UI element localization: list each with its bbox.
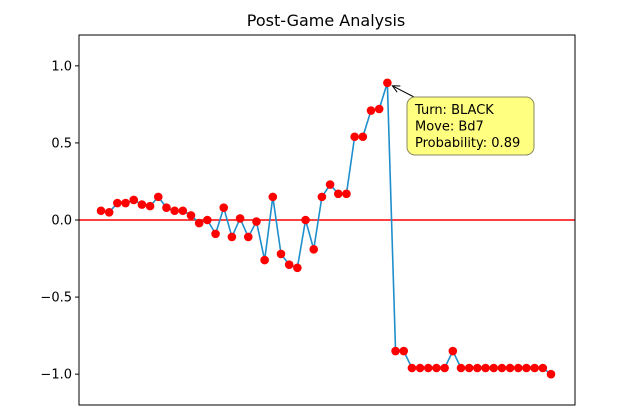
data-point: [366, 106, 376, 115]
data-point: [284, 260, 294, 270]
data-point: [333, 189, 343, 199]
data-point: [235, 214, 245, 223]
data-point: [342, 189, 351, 199]
data-point: [432, 363, 441, 373]
data-point: [522, 363, 531, 373]
annotation-line: Turn: BLACK: [414, 103, 494, 118]
data-point: [399, 346, 409, 356]
data-point: [546, 369, 556, 379]
data-point: [211, 229, 220, 239]
data-point: [301, 215, 310, 225]
annotation-line: Probability: 0.89: [415, 136, 520, 151]
data-point: [473, 363, 482, 373]
data-point: [227, 232, 237, 242]
y-tick-label: −1.0: [40, 368, 72, 383]
data-point: [243, 232, 253, 242]
data-point: [513, 363, 523, 373]
data-point: [113, 198, 122, 208]
y-tick-label: 0.0: [51, 214, 72, 229]
data-point: [374, 104, 384, 114]
data-point: [350, 132, 359, 142]
plot-area: 1.0 0.5 0.0 −0.5 −1.0 Turn: BLACK Move: Bd7Pro…: [40, 34, 576, 406]
data-point: [203, 215, 212, 225]
data-point: [423, 363, 433, 373]
data-point: [309, 244, 319, 254]
data-point: [252, 217, 261, 226]
data-point: [407, 363, 417, 373]
data-point: [129, 195, 139, 205]
data-point: [325, 180, 335, 189]
annotation-box: [406, 96, 535, 156]
data-point: [145, 201, 155, 211]
data-point: [121, 198, 130, 208]
data-point: [505, 363, 515, 373]
data-point: [162, 203, 171, 212]
data-point: [153, 192, 163, 202]
data-point: [538, 363, 548, 373]
data-point: [293, 263, 302, 273]
annotation-line: Move: Bd7: [415, 120, 484, 135]
data-point: [383, 78, 392, 88]
data-point: [104, 207, 114, 217]
data-point: [481, 363, 490, 373]
data-point: [186, 211, 196, 220]
data-point: [489, 363, 499, 373]
data-point: [170, 206, 179, 216]
data-point: [358, 132, 368, 142]
annotation-arrow: [392, 85, 415, 98]
data-point: [137, 200, 147, 209]
data-point: [456, 363, 466, 373]
data-point: [317, 192, 327, 202]
data-point: [391, 346, 400, 356]
y-tick-label: −0.5: [40, 291, 72, 306]
chart-title: Post-Game Analysis: [247, 11, 405, 30]
data-point: [276, 249, 286, 259]
data-point: [260, 255, 269, 265]
data-point: [415, 363, 425, 373]
y-tick-label: 1.0: [51, 59, 72, 74]
data-point: [440, 363, 449, 373]
data-point: [497, 363, 507, 373]
data-point: [219, 203, 229, 212]
data-point: [464, 363, 474, 373]
data-point: [96, 206, 106, 216]
data-point: [178, 206, 188, 216]
data-point: [268, 192, 278, 202]
axes-frame: [78, 34, 576, 406]
data-point: [448, 346, 458, 356]
data-point: [194, 218, 204, 228]
data-point: [530, 363, 539, 373]
annotation-arrowhead: [391, 85, 401, 93]
y-tick-label: 0.5: [51, 136, 72, 151]
